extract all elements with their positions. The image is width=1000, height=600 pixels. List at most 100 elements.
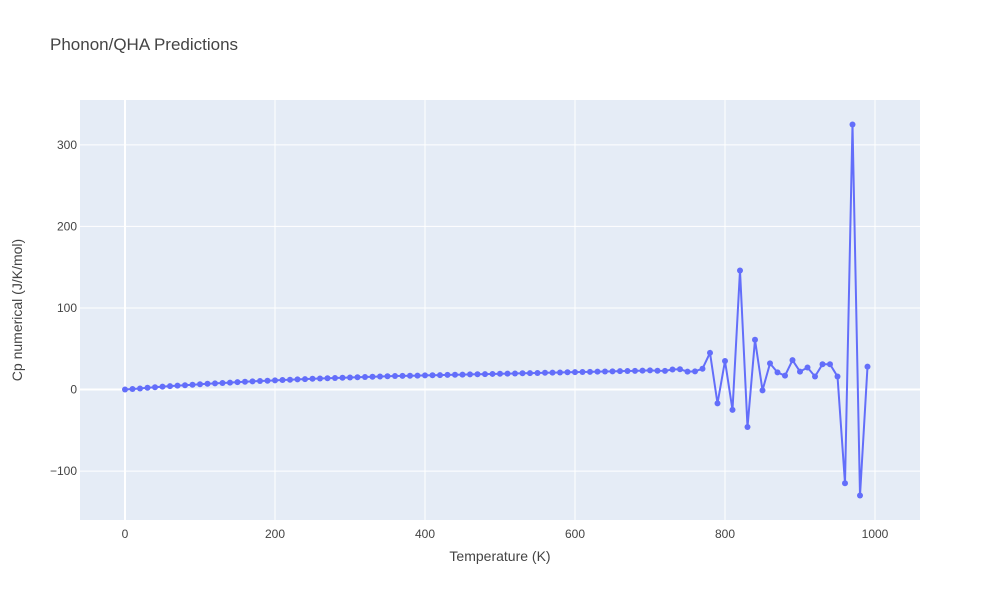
- data-point: [669, 366, 676, 373]
- data-point: [804, 364, 811, 371]
- data-point: [864, 363, 871, 370]
- data-point: [692, 368, 698, 375]
- data-point: [249, 378, 256, 385]
- data-point: [429, 372, 436, 379]
- x-tick-label: 0: [122, 527, 129, 541]
- chart-title: Phonon/QHA Predictions: [50, 35, 238, 54]
- data-point: [369, 373, 376, 380]
- data-point: [834, 373, 841, 380]
- x-axis-ticks: 0 200 400 600 800 1000: [122, 527, 889, 541]
- data-point: [482, 371, 488, 378]
- data-point: [857, 492, 863, 499]
- data-point: [174, 382, 181, 389]
- data-point: [549, 369, 556, 376]
- data-point: [272, 377, 278, 384]
- data-point: [737, 267, 743, 274]
- data-point: [459, 371, 466, 378]
- data-point: [294, 376, 301, 383]
- data-point: [474, 371, 481, 378]
- x-tick-label: 400: [415, 527, 435, 541]
- data-point: [564, 369, 571, 376]
- data-point: [137, 385, 143, 392]
- data-point: [152, 384, 158, 391]
- data-point: [497, 370, 503, 377]
- x-tick-label: 800: [715, 527, 735, 541]
- data-point: [279, 377, 286, 384]
- data-point: [542, 369, 548, 376]
- data-point: [662, 367, 668, 374]
- data-point: [579, 368, 586, 375]
- data-point: [197, 381, 203, 388]
- data-point: [377, 373, 383, 380]
- data-point: [527, 370, 533, 377]
- data-point: [414, 372, 421, 379]
- data-point: [707, 349, 713, 356]
- data-point: [354, 374, 361, 381]
- data-point: [812, 373, 818, 380]
- data-point: [287, 376, 293, 383]
- data-point: [647, 367, 653, 374]
- series-group: [122, 121, 871, 499]
- x-tick-label: 1000: [862, 527, 889, 541]
- data-point: [714, 400, 721, 407]
- data-point: [782, 372, 788, 379]
- y-tick-label: 100: [57, 301, 77, 315]
- y-tick-label: −100: [50, 464, 77, 478]
- data-point: [624, 368, 631, 375]
- data-point: [227, 379, 233, 386]
- data-point: [519, 370, 526, 377]
- gridlines: [80, 100, 920, 520]
- x-tick-label: 200: [265, 527, 285, 541]
- data-point: [744, 424, 751, 431]
- data-point: [144, 384, 151, 391]
- data-point: [189, 381, 196, 388]
- data-point: [654, 367, 661, 374]
- data-point: [242, 378, 248, 385]
- data-point: [512, 370, 518, 377]
- data-point: [504, 370, 511, 377]
- data-point: [632, 367, 638, 374]
- data-point: [752, 336, 758, 343]
- data-point: [384, 373, 391, 380]
- data-point: [849, 121, 856, 128]
- y-axis-ticks: −100 0 100 200 300: [50, 138, 77, 478]
- series-line: [124, 124, 869, 496]
- data-point: [302, 376, 308, 383]
- data-point: [339, 374, 346, 381]
- data-point: [729, 406, 736, 413]
- data-point: [407, 372, 413, 379]
- data-point: [684, 368, 691, 375]
- data-point: [639, 367, 646, 374]
- data-point: [827, 361, 833, 368]
- data-point: [594, 368, 601, 375]
- data-point: [212, 380, 218, 387]
- data-point: [332, 375, 338, 382]
- x-axis-title: Temperature (K): [449, 548, 550, 564]
- data-point: [234, 379, 241, 386]
- data-point: [347, 374, 353, 381]
- data-point: [617, 368, 623, 375]
- data-point: [722, 357, 728, 364]
- data-point: [819, 361, 826, 368]
- data-point: [677, 366, 683, 373]
- data-point: [122, 386, 128, 393]
- data-point: [767, 360, 773, 367]
- data-point: [489, 370, 496, 377]
- data-point: [609, 368, 616, 375]
- data-point: [789, 357, 796, 364]
- data-point: [467, 371, 473, 378]
- data-point: [534, 369, 541, 376]
- data-point: [602, 368, 608, 375]
- data-point: [159, 383, 166, 390]
- data-point: [842, 480, 848, 487]
- data-point: [317, 375, 323, 382]
- data-point: [399, 372, 406, 379]
- data-point: [797, 368, 803, 375]
- y-tick-label: 200: [57, 219, 77, 233]
- data-point: [572, 369, 578, 376]
- data-point: [257, 378, 263, 385]
- data-point: [309, 375, 316, 382]
- data-point: [324, 375, 331, 382]
- data-point: [452, 371, 458, 378]
